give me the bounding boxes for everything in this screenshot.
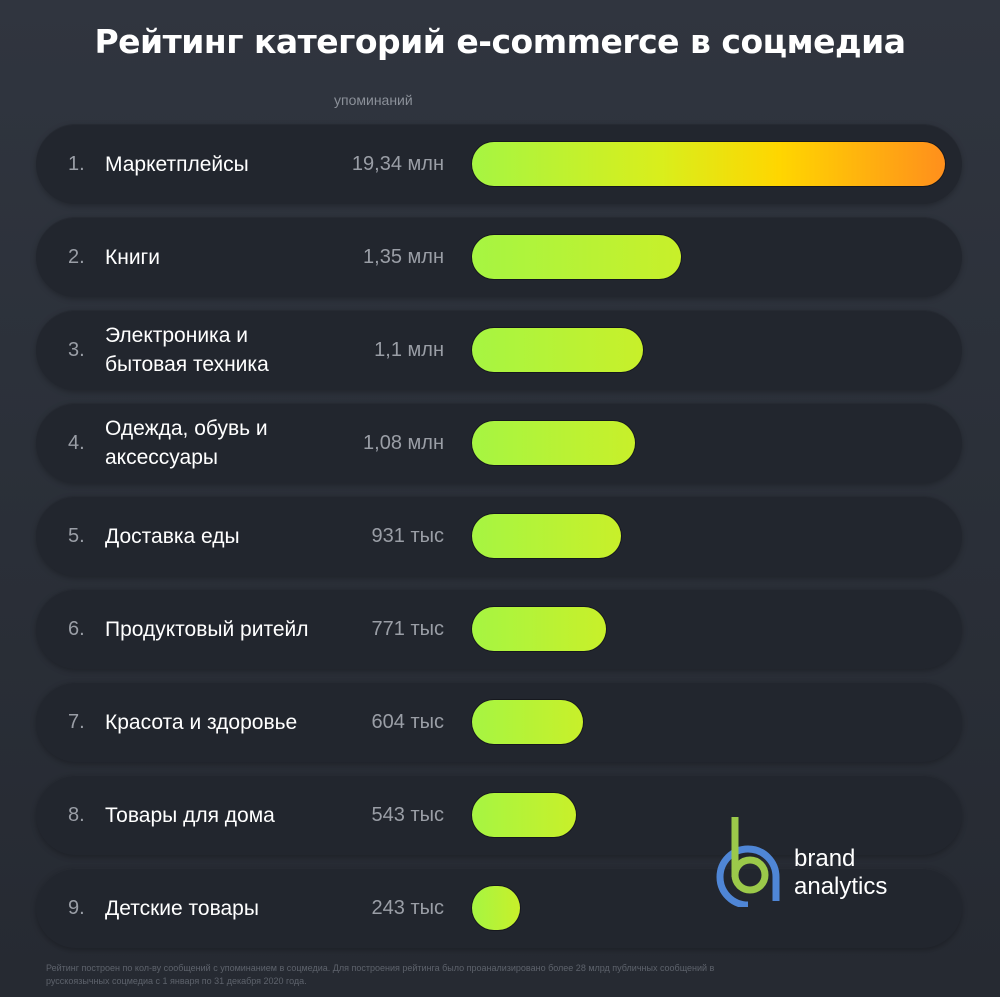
row-value: 931 тыс — [371, 524, 444, 547]
bar — [472, 793, 576, 837]
row-label: Доставка еды — [105, 524, 240, 548]
row-rank: 4. — [68, 431, 85, 454]
row-value: 1,1 млн — [374, 338, 444, 361]
row-value: 1,08 млн — [363, 431, 444, 454]
row-rank: 8. — [68, 803, 85, 826]
row-value: 19,34 млн — [351, 152, 444, 175]
bar — [472, 235, 681, 279]
row-value: 771 тыс — [371, 617, 444, 640]
row-rank: 3. — [68, 338, 85, 361]
row-label: Продуктовый ритейл — [105, 617, 309, 641]
row-label: Детские товары — [105, 896, 259, 920]
column-header-mentions: упоминаний — [334, 92, 413, 108]
row-label: Красота и здоровье — [105, 710, 298, 734]
row-label: Книги — [105, 245, 160, 269]
chart-row: 9. Детские товары 243 тыс — [36, 868, 962, 948]
logo-text-analytics: analytics — [794, 873, 888, 900]
row-rank: 9. — [68, 896, 85, 919]
chart-row: 7. Красота и здоровье 604 тыс — [36, 682, 962, 762]
row-label: Товары для дома — [105, 803, 275, 827]
row-value: 604 тыс — [371, 710, 444, 733]
row-value: 1,35 млн — [363, 245, 444, 268]
bar — [472, 328, 643, 372]
row-label: Маркетплейсы — [105, 152, 249, 176]
bar — [472, 421, 635, 465]
row-rank: 6. — [68, 617, 85, 640]
row-value: 243 тыс — [371, 896, 444, 919]
row-label: Электроника и бытовая техника — [105, 324, 269, 376]
chart-row: 3. Электроника и бытовая техника 1,1 млн — [36, 310, 962, 390]
logo-text-brand: brand — [794, 845, 856, 872]
row-rank: 1. — [68, 152, 85, 175]
chart-row: 6. Продуктовый ритейл 771 тыс — [36, 589, 962, 669]
chart-row: 2. Книги 1,35 млн — [36, 217, 962, 297]
brand-analytics-logo: brand analytics — [712, 815, 922, 907]
brand-analytics-logo-icon — [716, 817, 780, 907]
footnote: Рейтинг построен по кол-ву сообщений с у… — [46, 963, 715, 986]
page-title: Рейтинг категорий e-commerce в соцмедиа — [94, 22, 906, 61]
chart-row: 1. Маркетплейсы 19,34 млн — [36, 124, 962, 204]
bar — [472, 514, 621, 558]
bar — [472, 886, 520, 930]
bar — [472, 142, 945, 186]
bar — [472, 607, 606, 651]
row-rank: 2. — [68, 245, 85, 268]
row-value: 543 тыс — [371, 803, 444, 826]
chart-row: 4. Одежда, обувь и аксессуары 1,08 млн — [36, 403, 962, 483]
row-rank: 5. — [68, 524, 85, 547]
row-label: Одежда, обувь и аксессуары — [105, 417, 268, 469]
bar — [472, 700, 583, 744]
chart-row: 8. Товары для дома 543 тыс — [36, 775, 962, 855]
row-rank: 7. — [68, 710, 85, 733]
chart-row: 5. Доставка еды 931 тыс — [36, 496, 962, 576]
